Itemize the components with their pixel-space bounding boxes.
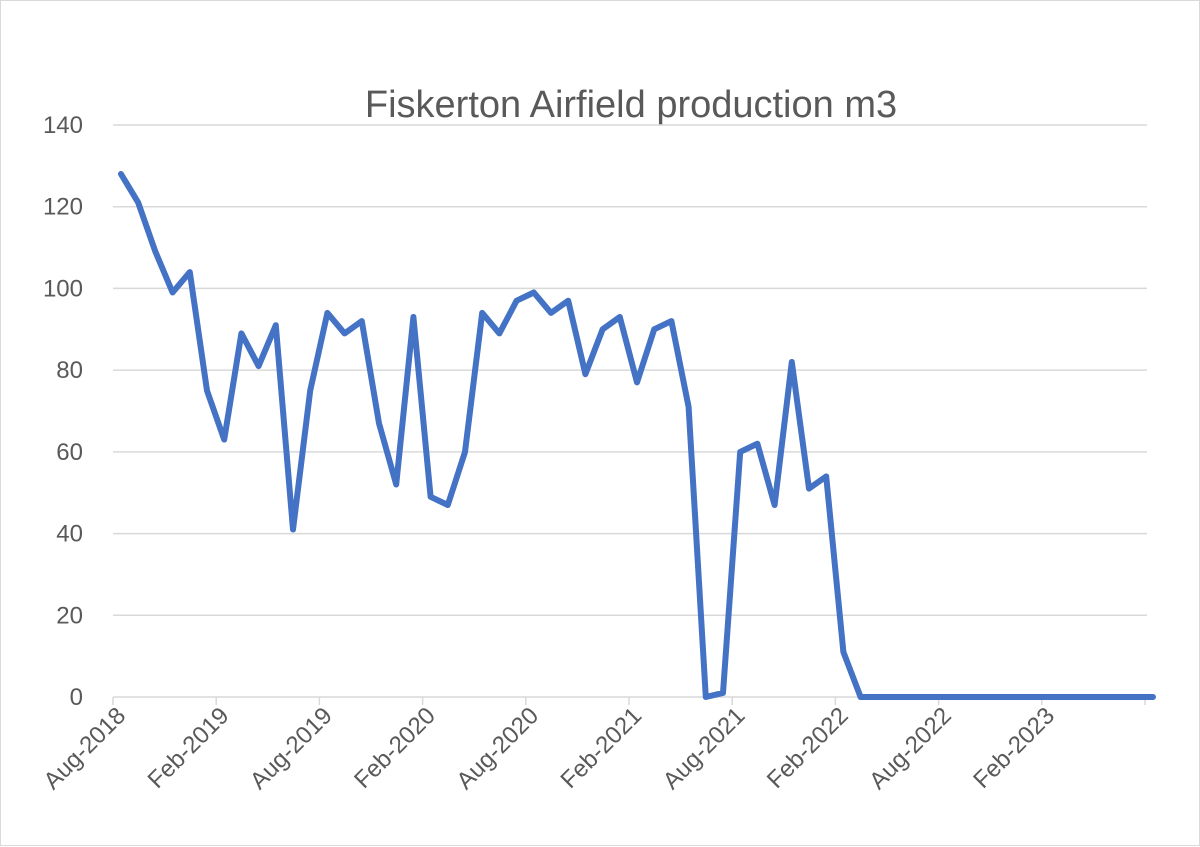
series-group — [118, 171, 1156, 700]
y-tick-label: 20 — [56, 602, 83, 629]
x-tick-label: Feb-2019 — [143, 702, 235, 794]
x-tick-label: Aug-2018 — [39, 702, 132, 795]
x-tick-label: Feb-2020 — [349, 702, 441, 794]
y-tick-label: 120 — [43, 194, 83, 221]
x-tick-label: Feb-2023 — [968, 702, 1060, 794]
gridlines — [113, 124, 1147, 617]
y-tick-label: 0 — [70, 684, 83, 711]
x-tick-label: Aug-2020 — [451, 702, 544, 795]
x-axis-ticks: Aug-2018 Feb-2019 Aug-2019 Feb-2020 Aug-2020… — [39, 697, 1146, 795]
x-tick-label: Aug-2019 — [245, 702, 338, 795]
x-tick-label: Aug-2021 — [658, 702, 751, 795]
y-axis-ticks: 0 20 40 60 80 100 120 140 — [43, 112, 83, 711]
series-line — [118, 171, 1156, 700]
y-tick-label: 140 — [43, 112, 83, 139]
x-tick-label: Feb-2022 — [762, 702, 854, 794]
x-tick-label: Aug-2022 — [864, 702, 957, 795]
chart-title: Fiskerton Airfield production m3 — [365, 84, 897, 126]
y-tick-label: 60 — [56, 439, 83, 466]
y-tick-label: 40 — [56, 521, 83, 548]
x-tick-label: Feb-2021 — [555, 702, 647, 794]
y-tick-label: 80 — [56, 357, 83, 384]
y-tick-label: 100 — [43, 275, 83, 302]
